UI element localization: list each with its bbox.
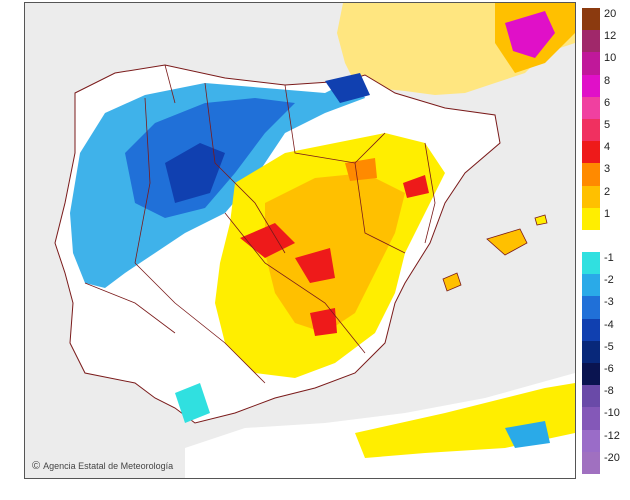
menorca-island	[534, 214, 548, 226]
legend-label: -12	[604, 429, 620, 442]
legend-swatch	[582, 296, 600, 319]
legend-label: -10	[604, 407, 620, 420]
legend-label: -2	[604, 274, 614, 287]
legend-label: 6	[604, 96, 611, 109]
legend-label: -4	[604, 318, 614, 331]
northeast-hot-spot	[403, 175, 429, 198]
legend-swatch	[582, 207, 600, 230]
mallorca-island	[486, 228, 528, 256]
legend-swatch	[582, 185, 600, 208]
legend-swatch	[582, 274, 600, 297]
legend-swatch	[582, 318, 600, 341]
legend-swatch	[582, 363, 600, 386]
legend-swatch	[582, 74, 600, 97]
color-legend: 20 12 10 8 6 5 4 3 2 1 -1 -2 -3 -4 -5 -6 -8 -10 -12 -20	[582, 8, 628, 474]
cantabrian-cold-spot	[325, 73, 370, 103]
legend-label: 8	[604, 74, 611, 87]
region-borders	[84, 64, 436, 384]
legend-swatch	[582, 163, 600, 186]
legend-swatches	[582, 8, 600, 474]
legend-swatch	[582, 385, 600, 408]
legend-label: 5	[604, 118, 611, 131]
legend-label: -20	[604, 451, 620, 464]
legend-swatch	[582, 8, 600, 31]
central-hot-spot-3	[310, 308, 337, 336]
north-africa-cool-spot	[505, 421, 550, 448]
legend-swatch	[582, 141, 600, 164]
aemet-watermark: aemet	[517, 456, 569, 473]
legend-label: 3	[604, 163, 611, 176]
anomaly-map	[25, 3, 575, 478]
legend-label: 10	[604, 52, 617, 65]
credit-text: Agencia Estatal de Meteorología	[43, 461, 174, 471]
central-hot-spot-2	[295, 248, 335, 283]
legend-swatch	[582, 118, 600, 142]
legend-label: 1	[604, 207, 611, 220]
central-hot-zone	[265, 173, 405, 333]
central-hot-spot-1	[240, 223, 295, 258]
legend-swatch	[582, 229, 600, 253]
legend-swatch	[582, 252, 600, 275]
legend-swatch	[582, 340, 600, 363]
legend-label: -6	[604, 363, 614, 376]
legend-swatch	[582, 407, 600, 430]
copyright-icon: ©	[32, 460, 41, 472]
southwest-cool-spot	[175, 383, 210, 423]
legend-label: 12	[604, 30, 617, 43]
pyrenees-east-hot-spot	[505, 11, 555, 58]
legend-swatch	[582, 429, 600, 452]
legend-label: 20	[604, 8, 617, 20]
legend-swatch	[582, 30, 600, 53]
legend-label: -5	[604, 340, 614, 353]
legend-swatch	[582, 52, 600, 75]
cold-core	[165, 143, 225, 203]
ebro-hot-spot	[345, 158, 377, 181]
legend-swatch	[582, 451, 600, 474]
legend-label: 4	[604, 141, 611, 154]
credit-line: © Agencia Estatal de Meteorología	[32, 460, 173, 472]
legend-label: -1	[604, 252, 614, 265]
legend-label: -8	[604, 385, 614, 398]
legend-swatch	[582, 96, 600, 119]
north-africa-land	[185, 373, 575, 478]
legend-label: -3	[604, 296, 614, 309]
map-panel: © Agencia Estatal de Meteorología aemet	[24, 2, 576, 479]
ibiza-island	[442, 272, 462, 292]
legend-label: 2	[604, 185, 611, 198]
